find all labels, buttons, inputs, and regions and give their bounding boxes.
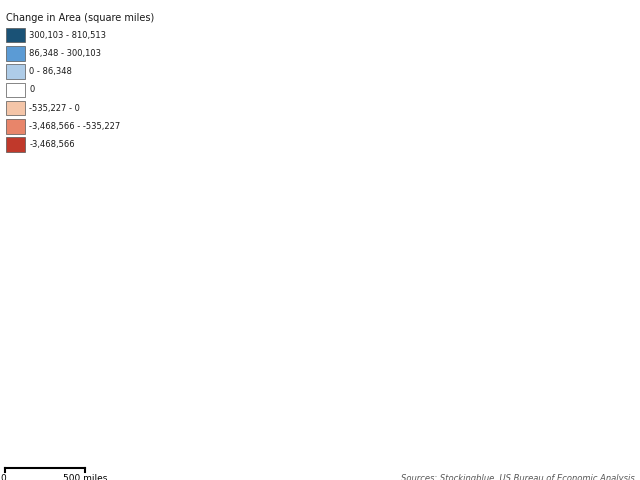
Text: 0 - 86,348: 0 - 86,348 — [29, 67, 72, 76]
Text: Change in Area (square miles): Change in Area (square miles) — [6, 13, 155, 23]
Text: -535,227 - 0: -535,227 - 0 — [29, 104, 80, 113]
Bar — [6, 28, 25, 42]
Bar — [6, 101, 25, 115]
Text: Sources: Stockingblue, US Bureau of Economic Analysis: Sources: Stockingblue, US Bureau of Econ… — [401, 474, 635, 480]
Text: 86,348 - 300,103: 86,348 - 300,103 — [29, 49, 101, 58]
Text: 0: 0 — [0, 474, 6, 480]
Bar — [6, 64, 25, 79]
Text: 500 miles: 500 miles — [63, 474, 107, 480]
Text: 0: 0 — [29, 85, 35, 95]
Bar — [6, 83, 25, 97]
Text: -3,468,566 - -535,227: -3,468,566 - -535,227 — [29, 122, 121, 131]
Bar — [6, 46, 25, 60]
Bar — [6, 119, 25, 133]
Text: 300,103 - 810,513: 300,103 - 810,513 — [29, 31, 106, 40]
Bar — [6, 137, 25, 152]
Text: -3,468,566: -3,468,566 — [29, 140, 75, 149]
